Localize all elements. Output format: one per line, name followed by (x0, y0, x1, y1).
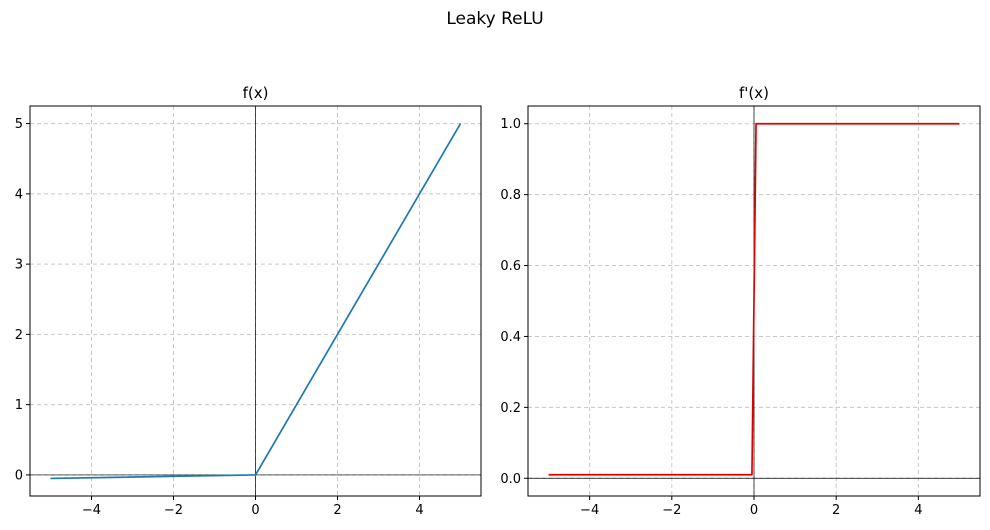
series-line (548, 122, 960, 476)
x-tick-label: 4 (914, 503, 922, 518)
x-tick-label: −4 (82, 503, 101, 518)
series-line (50, 123, 462, 480)
right-panel-derivative: −4 −2 0 2 4 0.0 0.2 0.4 0.6 0.8 1.0 f'(x) (500, 84, 981, 518)
y-tick-label: 3 (15, 258, 23, 273)
y-tick-label: 5 (15, 117, 23, 132)
y-tick-label: 4 (15, 187, 23, 202)
y-tick-label: 2 (15, 328, 23, 343)
figure-title: Leaky ReLU (446, 9, 543, 29)
left-panel-fx: −4 −2 0 2 4 0 1 2 3 4 5 f(x) (15, 84, 482, 518)
y-tick-label: 0 (15, 468, 23, 483)
x-tick-label: −4 (580, 503, 599, 518)
y-tick-label: 1.0 (500, 117, 521, 132)
x-tick-label: −2 (164, 503, 183, 518)
y-tick-label: 0.6 (500, 259, 521, 274)
x-tick-label: 0 (750, 503, 758, 518)
y-tick-label: 1 (15, 398, 23, 413)
x-tick-label: 0 (251, 503, 259, 518)
y-tick-label: 0.0 (500, 472, 521, 487)
y-tick-label: 0.2 (500, 401, 521, 416)
x-tick-label: −2 (662, 503, 681, 518)
x-tick-label: 2 (832, 503, 840, 518)
x-tick-label: 4 (415, 503, 423, 518)
x-tick-label: 2 (333, 503, 341, 518)
panel-title: f(x) (243, 84, 269, 102)
y-tick-label: 0.8 (500, 188, 521, 203)
panel-title: f'(x) (739, 84, 769, 102)
y-tick-label: 0.4 (500, 330, 521, 345)
